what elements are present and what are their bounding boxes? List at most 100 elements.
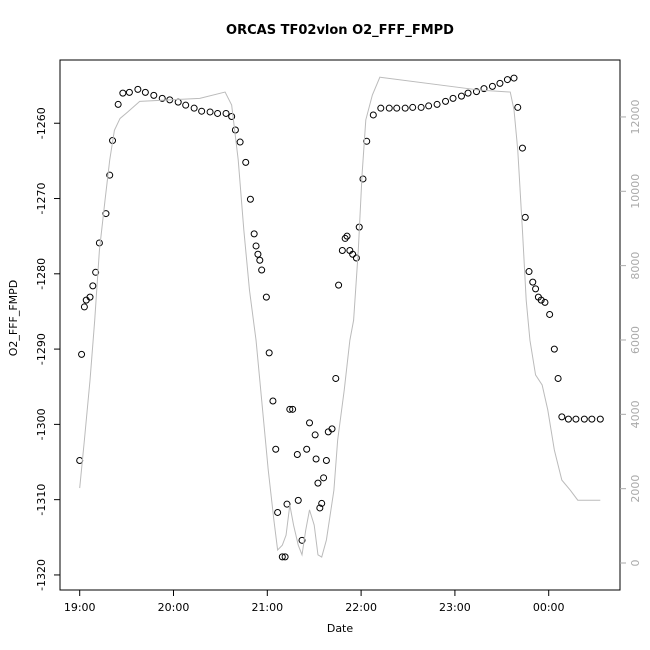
point [529, 278, 537, 286]
x-tick-label: 22:00 [345, 601, 377, 614]
point [564, 415, 572, 423]
point [338, 246, 346, 254]
point [433, 100, 441, 108]
point [537, 296, 545, 304]
point [596, 415, 604, 423]
point [198, 107, 206, 115]
point [106, 171, 114, 179]
point [158, 94, 166, 102]
chart-title: ORCAS TF02vlon O2_FFF_FMPD [226, 23, 454, 38]
point [150, 91, 158, 99]
point [119, 89, 127, 97]
point [480, 85, 488, 93]
point [550, 345, 558, 353]
point [343, 232, 351, 240]
y2-tick-label: 12000 [629, 99, 642, 134]
point [417, 103, 425, 111]
x-tick-label: 00:00 [533, 601, 565, 614]
point [269, 397, 277, 405]
point [320, 474, 328, 482]
point [298, 536, 306, 544]
point [314, 479, 322, 487]
point [190, 104, 198, 112]
point [92, 268, 100, 276]
y2-tick-label: 0 [629, 560, 642, 567]
point [442, 97, 450, 105]
y-tick-label: -1320 [35, 559, 48, 591]
point [464, 89, 472, 97]
point [86, 293, 94, 301]
point [510, 74, 518, 82]
point [134, 85, 142, 93]
point [363, 137, 371, 145]
x-axis-label: Date [327, 622, 354, 635]
y-tick-label: -1290 [35, 333, 48, 365]
point [125, 88, 133, 96]
point [312, 455, 320, 463]
point [332, 374, 340, 382]
point [525, 268, 533, 276]
x-tick-label: 23:00 [439, 601, 471, 614]
point [518, 144, 526, 152]
point [283, 500, 291, 508]
point [541, 298, 549, 306]
point [580, 415, 588, 423]
point [250, 230, 258, 238]
point [401, 104, 409, 112]
y-tick-label: -1270 [35, 183, 48, 215]
point [588, 415, 596, 423]
point [521, 213, 529, 221]
point [554, 374, 562, 382]
y2-tick-label: 2000 [629, 475, 642, 503]
point [349, 250, 357, 258]
point [306, 419, 314, 427]
point [532, 285, 540, 293]
point [425, 102, 433, 110]
point [318, 499, 326, 507]
point [503, 76, 511, 84]
point [206, 108, 214, 116]
point [278, 553, 286, 561]
point [496, 79, 504, 87]
point [89, 282, 97, 290]
line [79, 76, 601, 558]
point [409, 103, 417, 111]
point [242, 158, 250, 166]
point [328, 425, 336, 433]
point [457, 92, 465, 100]
point [311, 431, 319, 439]
point [272, 445, 280, 453]
point [222, 109, 230, 117]
point [472, 88, 480, 96]
point [393, 104, 401, 112]
point [377, 104, 385, 112]
point [488, 82, 496, 90]
point [341, 234, 349, 242]
y2-tick-label: 10000 [629, 174, 642, 209]
point [449, 94, 457, 102]
point [316, 504, 324, 512]
point [558, 413, 566, 421]
point [286, 405, 294, 413]
y-tick-label: -1300 [35, 408, 48, 440]
point [141, 88, 149, 96]
point [256, 256, 264, 264]
point [262, 293, 270, 301]
point [289, 405, 297, 413]
point [546, 310, 554, 318]
point [281, 553, 289, 561]
point [102, 210, 110, 218]
point [514, 103, 522, 111]
y-tick-label: -1280 [35, 258, 48, 290]
point [80, 303, 88, 311]
point [246, 195, 254, 203]
x-tick-label: 19:00 [64, 601, 96, 614]
point [78, 350, 86, 358]
y-tick-label: -1260 [35, 107, 48, 139]
x-tick-label: 21:00 [251, 601, 283, 614]
point [335, 281, 343, 289]
y2-tick-label: 4000 [629, 400, 642, 428]
point [293, 450, 301, 458]
point [385, 104, 393, 112]
